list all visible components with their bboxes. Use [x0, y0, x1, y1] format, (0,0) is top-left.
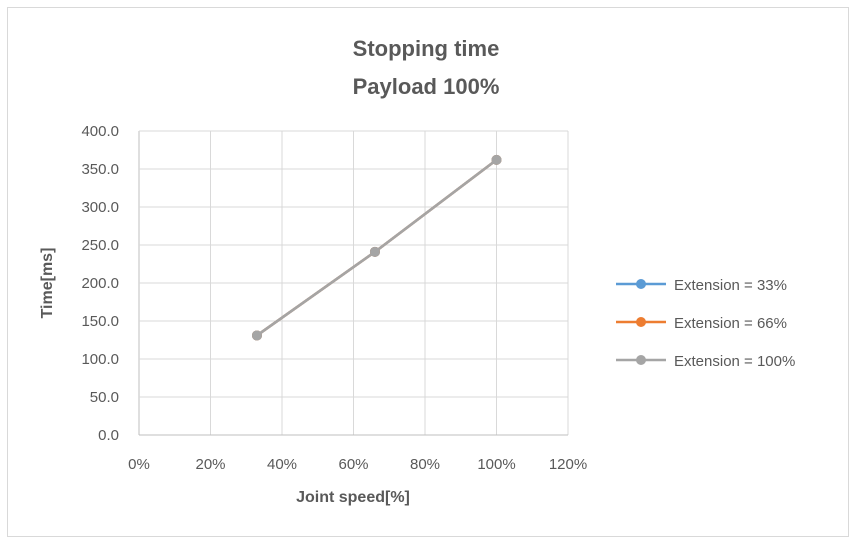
legend-label: Extension = 66% — [674, 315, 787, 332]
data-point — [369, 246, 380, 257]
data-point — [251, 330, 262, 341]
legend-marker — [636, 317, 646, 327]
legend-label: Extension = 100% — [674, 353, 795, 370]
legend-marker — [636, 355, 646, 365]
x-tick-label: 60% — [338, 456, 368, 473]
y-tick-label: 400.0 — [81, 123, 119, 140]
legend-marker — [636, 279, 646, 289]
y-tick-label: 150.0 — [81, 313, 119, 330]
y-tick-label: 0.0 — [98, 427, 119, 444]
y-tick-label: 200.0 — [81, 275, 119, 292]
chart-subtitle: Payload 100% — [353, 74, 500, 99]
y-tick-label: 300.0 — [81, 199, 119, 216]
x-tick-label: 40% — [267, 456, 297, 473]
x-tick-label: 20% — [195, 456, 225, 473]
y-axis-label: Time[ms] — [39, 248, 56, 319]
x-tick-label: 80% — [410, 456, 440, 473]
y-tick-label: 250.0 — [81, 237, 119, 254]
x-tick-label: 0% — [128, 456, 150, 473]
y-tick-label: 50.0 — [90, 389, 119, 406]
x-axis-label: Joint speed[%] — [296, 489, 410, 506]
x-tick-label: 100% — [477, 456, 515, 473]
chart-frame — [7, 7, 849, 537]
chart-title: Stopping time — [353, 36, 500, 61]
x-tick-label: 120% — [549, 456, 587, 473]
data-point — [491, 154, 502, 165]
y-tick-label: 350.0 — [81, 161, 119, 178]
legend-label: Extension = 33% — [674, 277, 787, 294]
y-tick-label: 100.0 — [81, 351, 119, 368]
